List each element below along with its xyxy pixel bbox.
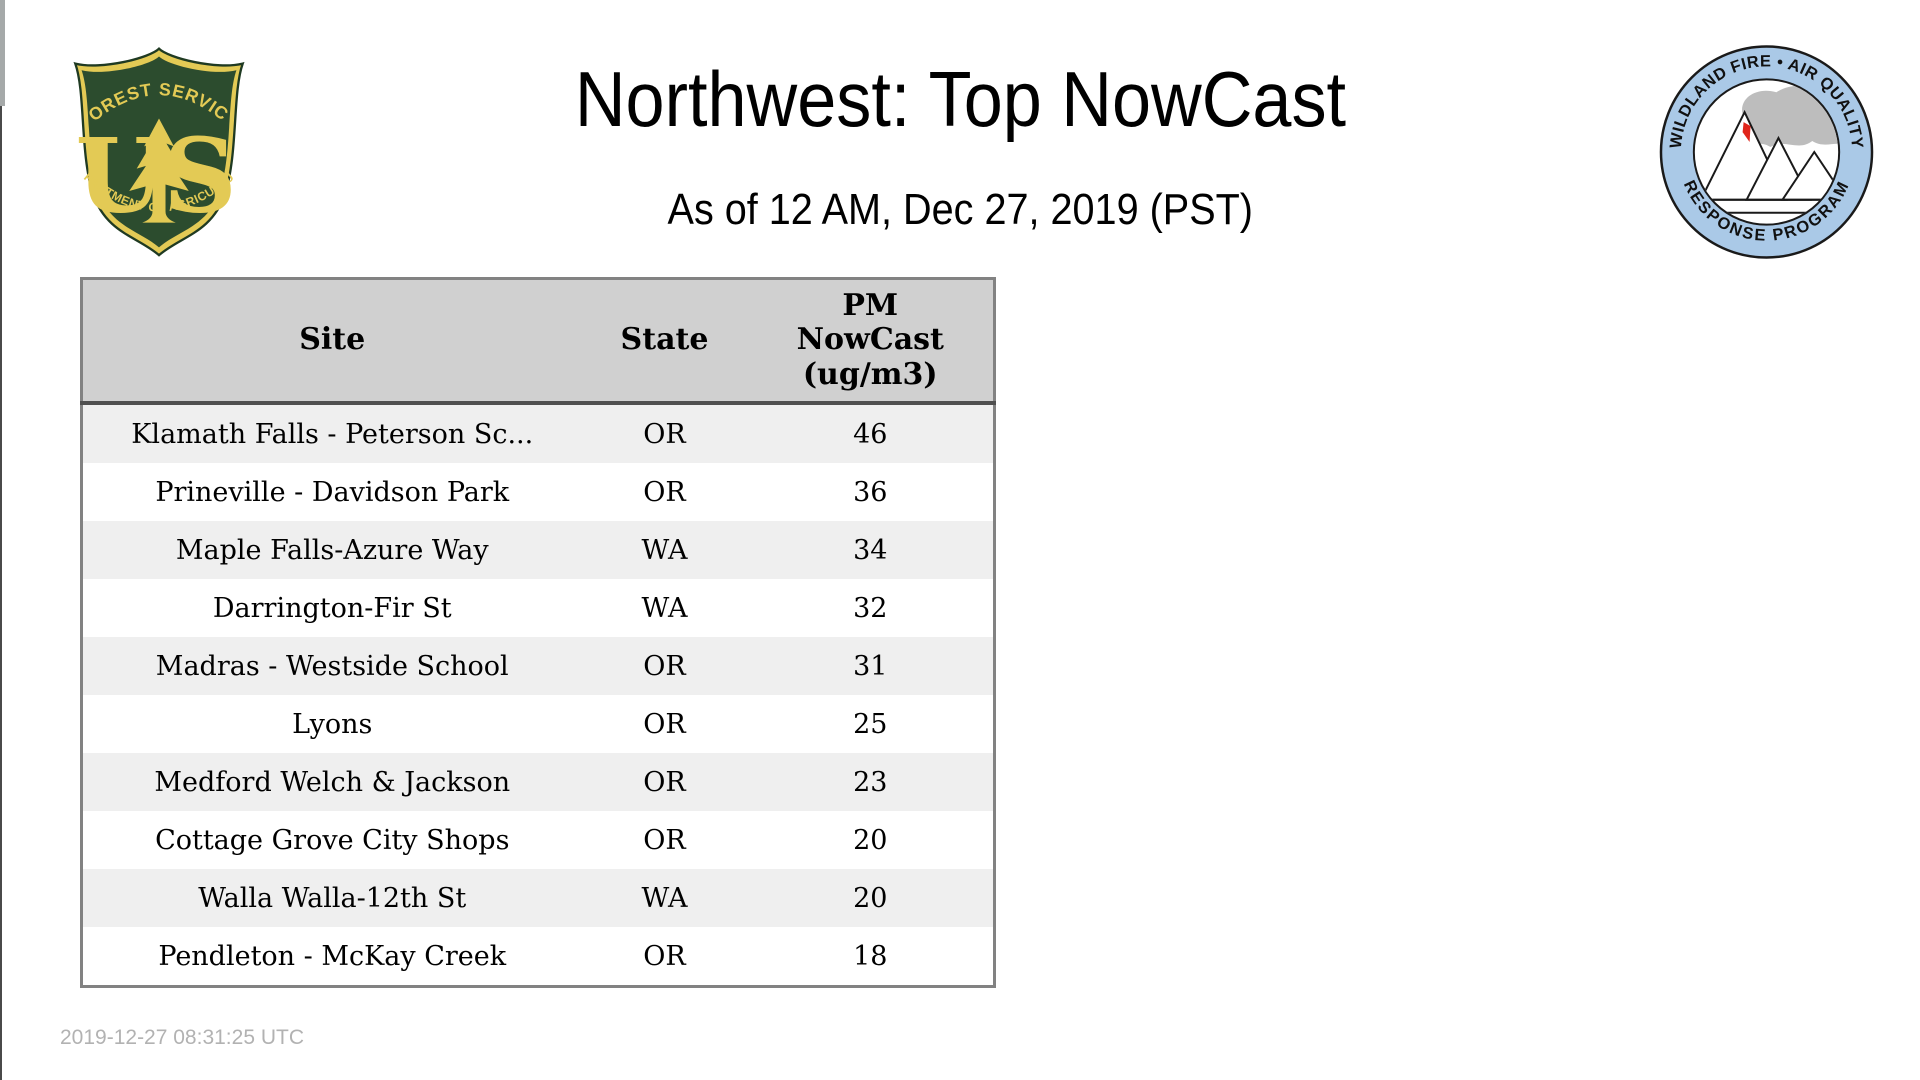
column-header-value: PM NowCast (ug/m3): [747, 278, 995, 405]
value-cell: 23: [853, 766, 888, 798]
table-row: Lyons OR 25: [82, 695, 995, 753]
value-cell: 20: [853, 824, 888, 856]
column-header-site: Site: [81, 278, 582, 405]
value-cell: 32: [853, 592, 888, 624]
column-header-state: State: [581, 278, 748, 405]
nowcast-table: Site State PM NowCast (ug/m3) Klamath Fa…: [80, 277, 996, 988]
site-cell: Maple Falls-Azure Way: [175, 534, 489, 566]
value-cell: 34: [853, 534, 888, 566]
table-row: Prineville - Davidson Park OR 36: [82, 463, 995, 521]
screen-edge-artifact-light: [0, 0, 5, 106]
value-cell: 18: [853, 940, 888, 972]
state-cell: OR: [643, 476, 686, 508]
state-cell: OR: [643, 708, 686, 740]
page-subtitle: As of 12 AM, Dec 27, 2019 (PST): [667, 185, 1253, 234]
table-row: Walla Walla-12th St WA 20: [81, 869, 995, 927]
fire-mark-icon: [1742, 122, 1751, 143]
value-cell: 46: [853, 418, 888, 450]
site-cell: Darrington-Fir St: [212, 592, 452, 624]
table-row: Maple Falls-Azure Way WA 34: [81, 521, 995, 579]
table-header-row: Site State PM NowCast (ug/m3): [81, 278, 995, 405]
site-cell: Madras - Westside School: [155, 650, 509, 682]
site-cell: Pendleton - McKay Creek: [158, 940, 507, 972]
table-row: Madras - Westside School OR 31: [81, 637, 995, 695]
state-cell: WA: [641, 534, 688, 566]
state-cell: OR: [643, 650, 686, 682]
site-cell: Walla Walla-12th St: [198, 882, 467, 914]
table-row: Cottage Grove City Shops OR 20: [82, 811, 995, 869]
table-row: Pendleton - McKay Creek OR 18: [82, 927, 995, 987]
screen-edge-artifact-dark: [0, 0, 2, 1080]
site-cell: Cottage Grove City Shops: [155, 824, 510, 856]
state-cell: OR: [643, 766, 686, 798]
state-cell: WA: [641, 882, 688, 914]
value-cell: 20: [853, 882, 888, 914]
site-cell: Lyons: [292, 708, 373, 740]
state-cell: OR: [643, 940, 686, 972]
state-cell: OR: [643, 418, 686, 450]
value-cell: 36: [853, 476, 888, 508]
nowcast-table-container: Site State PM NowCast (ug/m3) Klamath Fa…: [80, 277, 996, 988]
site-cell: Prineville - Davidson Park: [155, 476, 510, 508]
table-row: Klamath Falls - Peterson Sc... OR 46: [81, 403, 995, 463]
state-cell: OR: [643, 824, 686, 856]
site-cell: Medford Welch & Jackson: [154, 766, 511, 798]
value-cell: 25: [853, 708, 888, 740]
generated-timestamp: 2019-12-27 08:31:25 UTC: [60, 1026, 304, 1049]
table-row: Medford Welch & Jackson OR 23: [81, 753, 995, 811]
table-row: Darrington-Fir St WA 32: [82, 579, 995, 637]
page-title: Northwest: Top NowCast: [574, 55, 1346, 143]
state-cell: WA: [641, 592, 688, 624]
pine-tree-icon: [129, 118, 189, 223]
site-cell: Klamath Falls - Peterson Sc...: [131, 418, 534, 450]
air-quality-program-logo-icon: WILDLAND FIRE • AIR QUALITY RESPONSE PRO…: [1659, 45, 1874, 259]
forest-service-logo-icon: FOREST SERVICE U S DEPARTMENT OF AGRICUL…: [66, 44, 245, 257]
value-cell: 31: [853, 650, 888, 682]
